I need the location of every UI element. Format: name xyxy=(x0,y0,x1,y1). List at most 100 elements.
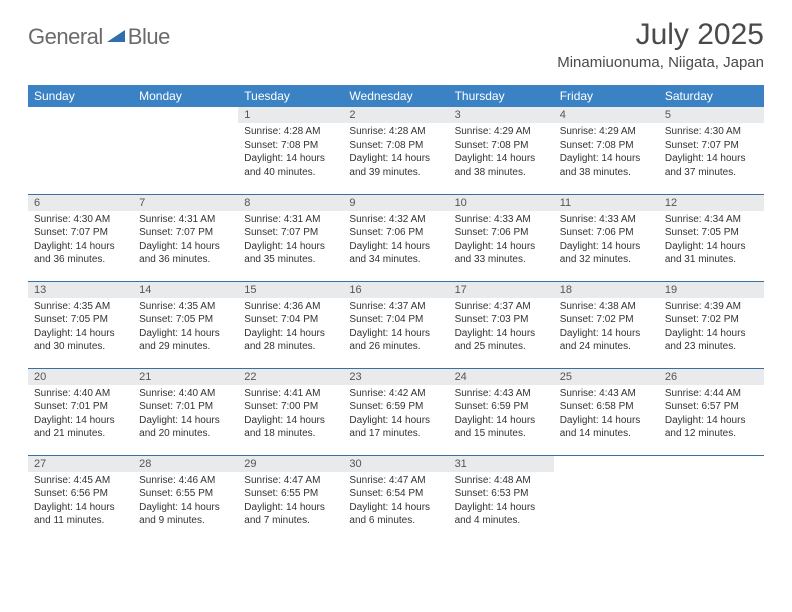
weekday-row: SundayMondayTuesdayWednesdayThursdayFrid… xyxy=(28,85,764,107)
calendar-cell: 19Sunrise: 4:39 AMSunset: 7:02 PMDayligh… xyxy=(659,281,764,368)
day-number: 28 xyxy=(133,456,238,472)
weekday-header: Friday xyxy=(554,85,659,107)
day-details: Sunrise: 4:43 AMSunset: 6:58 PMDaylight:… xyxy=(554,385,659,444)
day-details: Sunrise: 4:39 AMSunset: 7:02 PMDaylight:… xyxy=(659,298,764,357)
day-number: 17 xyxy=(449,282,554,298)
weekday-header: Thursday xyxy=(449,85,554,107)
day-details: Sunrise: 4:33 AMSunset: 7:06 PMDaylight:… xyxy=(554,211,659,270)
calendar-cell: 14Sunrise: 4:35 AMSunset: 7:05 PMDayligh… xyxy=(133,281,238,368)
calendar-cell: 3Sunrise: 4:29 AMSunset: 7:08 PMDaylight… xyxy=(449,107,554,194)
day-number: 3 xyxy=(449,107,554,123)
day-number: 20 xyxy=(28,369,133,385)
day-details: Sunrise: 4:28 AMSunset: 7:08 PMDaylight:… xyxy=(238,123,343,182)
calendar-cell: 15Sunrise: 4:36 AMSunset: 7:04 PMDayligh… xyxy=(238,281,343,368)
logo-text-2: Blue xyxy=(128,24,170,50)
calendar-cell: 4Sunrise: 4:29 AMSunset: 7:08 PMDaylight… xyxy=(554,107,659,194)
calendar-cell: 10Sunrise: 4:33 AMSunset: 7:06 PMDayligh… xyxy=(449,194,554,281)
day-details: Sunrise: 4:31 AMSunset: 7:07 PMDaylight:… xyxy=(133,211,238,270)
day-number: 31 xyxy=(449,456,554,472)
calendar-cell: 24Sunrise: 4:43 AMSunset: 6:59 PMDayligh… xyxy=(449,368,554,455)
calendar-cell: 22Sunrise: 4:41 AMSunset: 7:00 PMDayligh… xyxy=(238,368,343,455)
calendar-cell xyxy=(133,107,238,194)
calendar-head: SundayMondayTuesdayWednesdayThursdayFrid… xyxy=(28,85,764,107)
day-number: 21 xyxy=(133,369,238,385)
day-details: Sunrise: 4:36 AMSunset: 7:04 PMDaylight:… xyxy=(238,298,343,357)
calendar-cell: 25Sunrise: 4:43 AMSunset: 6:58 PMDayligh… xyxy=(554,368,659,455)
calendar-cell xyxy=(28,107,133,194)
calendar-cell: 12Sunrise: 4:34 AMSunset: 7:05 PMDayligh… xyxy=(659,194,764,281)
day-number: 29 xyxy=(238,456,343,472)
day-details: Sunrise: 4:28 AMSunset: 7:08 PMDaylight:… xyxy=(343,123,448,182)
calendar-cell: 2Sunrise: 4:28 AMSunset: 7:08 PMDaylight… xyxy=(343,107,448,194)
calendar-cell: 21Sunrise: 4:40 AMSunset: 7:01 PMDayligh… xyxy=(133,368,238,455)
calendar-cell: 7Sunrise: 4:31 AMSunset: 7:07 PMDaylight… xyxy=(133,194,238,281)
calendar-cell: 5Sunrise: 4:30 AMSunset: 7:07 PMDaylight… xyxy=(659,107,764,194)
day-number: 9 xyxy=(343,195,448,211)
calendar-cell: 20Sunrise: 4:40 AMSunset: 7:01 PMDayligh… xyxy=(28,368,133,455)
day-number: 22 xyxy=(238,369,343,385)
weekday-header: Tuesday xyxy=(238,85,343,107)
weekday-header: Wednesday xyxy=(343,85,448,107)
logo-triangle-icon xyxy=(107,28,125,42)
day-details: Sunrise: 4:48 AMSunset: 6:53 PMDaylight:… xyxy=(449,472,554,531)
calendar-row: 6Sunrise: 4:30 AMSunset: 7:07 PMDaylight… xyxy=(28,194,764,281)
day-details: Sunrise: 4:29 AMSunset: 7:08 PMDaylight:… xyxy=(554,123,659,182)
day-details: Sunrise: 4:30 AMSunset: 7:07 PMDaylight:… xyxy=(659,123,764,182)
weekday-header: Monday xyxy=(133,85,238,107)
day-number: 14 xyxy=(133,282,238,298)
day-number: 10 xyxy=(449,195,554,211)
logo: General Blue xyxy=(28,24,170,50)
calendar-cell: 17Sunrise: 4:37 AMSunset: 7:03 PMDayligh… xyxy=(449,281,554,368)
calendar-cell: 8Sunrise: 4:31 AMSunset: 7:07 PMDaylight… xyxy=(238,194,343,281)
calendar-cell: 18Sunrise: 4:38 AMSunset: 7:02 PMDayligh… xyxy=(554,281,659,368)
calendar-row: 13Sunrise: 4:35 AMSunset: 7:05 PMDayligh… xyxy=(28,281,764,368)
day-details: Sunrise: 4:30 AMSunset: 7:07 PMDaylight:… xyxy=(28,211,133,270)
location: Minamiuonuma, Niigata, Japan xyxy=(557,54,764,71)
calendar-cell: 1Sunrise: 4:28 AMSunset: 7:08 PMDaylight… xyxy=(238,107,343,194)
day-details: Sunrise: 4:35 AMSunset: 7:05 PMDaylight:… xyxy=(28,298,133,357)
month-title: July 2025 xyxy=(557,18,764,52)
day-details: Sunrise: 4:32 AMSunset: 7:06 PMDaylight:… xyxy=(343,211,448,270)
calendar-cell: 13Sunrise: 4:35 AMSunset: 7:05 PMDayligh… xyxy=(28,281,133,368)
day-details: Sunrise: 4:47 AMSunset: 6:54 PMDaylight:… xyxy=(343,472,448,531)
day-details: Sunrise: 4:44 AMSunset: 6:57 PMDaylight:… xyxy=(659,385,764,444)
day-details: Sunrise: 4:40 AMSunset: 7:01 PMDaylight:… xyxy=(133,385,238,444)
day-number: 11 xyxy=(554,195,659,211)
day-details: Sunrise: 4:47 AMSunset: 6:55 PMDaylight:… xyxy=(238,472,343,531)
day-number: 23 xyxy=(343,369,448,385)
calendar-row: 27Sunrise: 4:45 AMSunset: 6:56 PMDayligh… xyxy=(28,455,764,542)
calendar-cell: 31Sunrise: 4:48 AMSunset: 6:53 PMDayligh… xyxy=(449,455,554,542)
calendar-cell: 27Sunrise: 4:45 AMSunset: 6:56 PMDayligh… xyxy=(28,455,133,542)
day-number: 26 xyxy=(659,369,764,385)
day-details: Sunrise: 4:37 AMSunset: 7:04 PMDaylight:… xyxy=(343,298,448,357)
day-number: 19 xyxy=(659,282,764,298)
calendar-cell: 28Sunrise: 4:46 AMSunset: 6:55 PMDayligh… xyxy=(133,455,238,542)
day-details: Sunrise: 4:34 AMSunset: 7:05 PMDaylight:… xyxy=(659,211,764,270)
day-number: 30 xyxy=(343,456,448,472)
day-number: 24 xyxy=(449,369,554,385)
day-number: 4 xyxy=(554,107,659,123)
calendar-cell: 9Sunrise: 4:32 AMSunset: 7:06 PMDaylight… xyxy=(343,194,448,281)
title-block: July 2025 Minamiuonuma, Niigata, Japan xyxy=(557,18,764,71)
day-details: Sunrise: 4:46 AMSunset: 6:55 PMDaylight:… xyxy=(133,472,238,531)
day-number: 7 xyxy=(133,195,238,211)
calendar-cell: 16Sunrise: 4:37 AMSunset: 7:04 PMDayligh… xyxy=(343,281,448,368)
day-number: 18 xyxy=(554,282,659,298)
day-number: 27 xyxy=(28,456,133,472)
day-number: 5 xyxy=(659,107,764,123)
day-number: 2 xyxy=(343,107,448,123)
day-details: Sunrise: 4:31 AMSunset: 7:07 PMDaylight:… xyxy=(238,211,343,270)
day-number: 15 xyxy=(238,282,343,298)
calendar-cell: 30Sunrise: 4:47 AMSunset: 6:54 PMDayligh… xyxy=(343,455,448,542)
day-details: Sunrise: 4:38 AMSunset: 7:02 PMDaylight:… xyxy=(554,298,659,357)
day-number: 6 xyxy=(28,195,133,211)
calendar-cell: 26Sunrise: 4:44 AMSunset: 6:57 PMDayligh… xyxy=(659,368,764,455)
day-details: Sunrise: 4:42 AMSunset: 6:59 PMDaylight:… xyxy=(343,385,448,444)
day-details: Sunrise: 4:43 AMSunset: 6:59 PMDaylight:… xyxy=(449,385,554,444)
day-details: Sunrise: 4:37 AMSunset: 7:03 PMDaylight:… xyxy=(449,298,554,357)
day-details: Sunrise: 4:40 AMSunset: 7:01 PMDaylight:… xyxy=(28,385,133,444)
calendar-cell: 11Sunrise: 4:33 AMSunset: 7:06 PMDayligh… xyxy=(554,194,659,281)
day-details: Sunrise: 4:41 AMSunset: 7:00 PMDaylight:… xyxy=(238,385,343,444)
calendar-table: SundayMondayTuesdayWednesdayThursdayFrid… xyxy=(28,85,764,542)
day-number: 1 xyxy=(238,107,343,123)
